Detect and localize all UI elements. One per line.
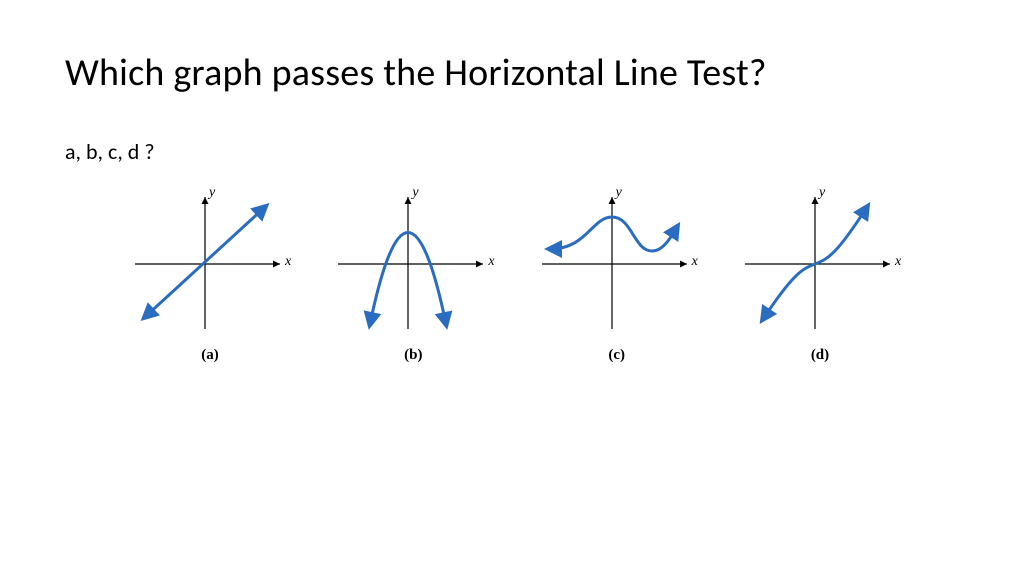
chart-a: y x: [125, 189, 295, 339]
chart-cell-d: y x (d): [735, 189, 905, 364]
chart-b: y x: [328, 189, 498, 339]
chart-tag-b: (b): [404, 347, 422, 364]
chart-cell-c: y x (c): [532, 189, 702, 364]
chart-cell-a: y x (a): [125, 189, 295, 364]
chart-tag-c: (c): [608, 347, 625, 364]
curve-c: [550, 217, 677, 251]
chart-c-svg: [532, 189, 702, 339]
charts-row: y x (a): [125, 189, 905, 364]
x-axis-label: x: [285, 254, 291, 270]
chart-d: y x: [735, 189, 905, 339]
chart-b-svg: [328, 189, 498, 339]
y-axis-label: y: [819, 185, 825, 201]
x-axis-label: x: [895, 254, 901, 270]
slide: Which graph passes the Horizontal Line T…: [0, 0, 1024, 576]
x-axis-label: x: [488, 254, 494, 270]
x-axis-label: x: [692, 254, 698, 270]
slide-title: Which graph passes the Horizontal Line T…: [65, 50, 959, 96]
chart-cell-b: y x (b): [328, 189, 498, 364]
y-axis-label: y: [616, 185, 622, 201]
chart-d-svg: [735, 189, 905, 339]
slide-subtitle: a, b, c, d ?: [65, 138, 959, 165]
y-axis-label: y: [209, 185, 215, 201]
chart-c: y x: [532, 189, 702, 339]
chart-a-svg: [125, 189, 295, 339]
chart-tag-a: (a): [201, 347, 219, 364]
y-axis-label: y: [412, 185, 418, 201]
chart-tag-d: (d): [811, 347, 829, 364]
